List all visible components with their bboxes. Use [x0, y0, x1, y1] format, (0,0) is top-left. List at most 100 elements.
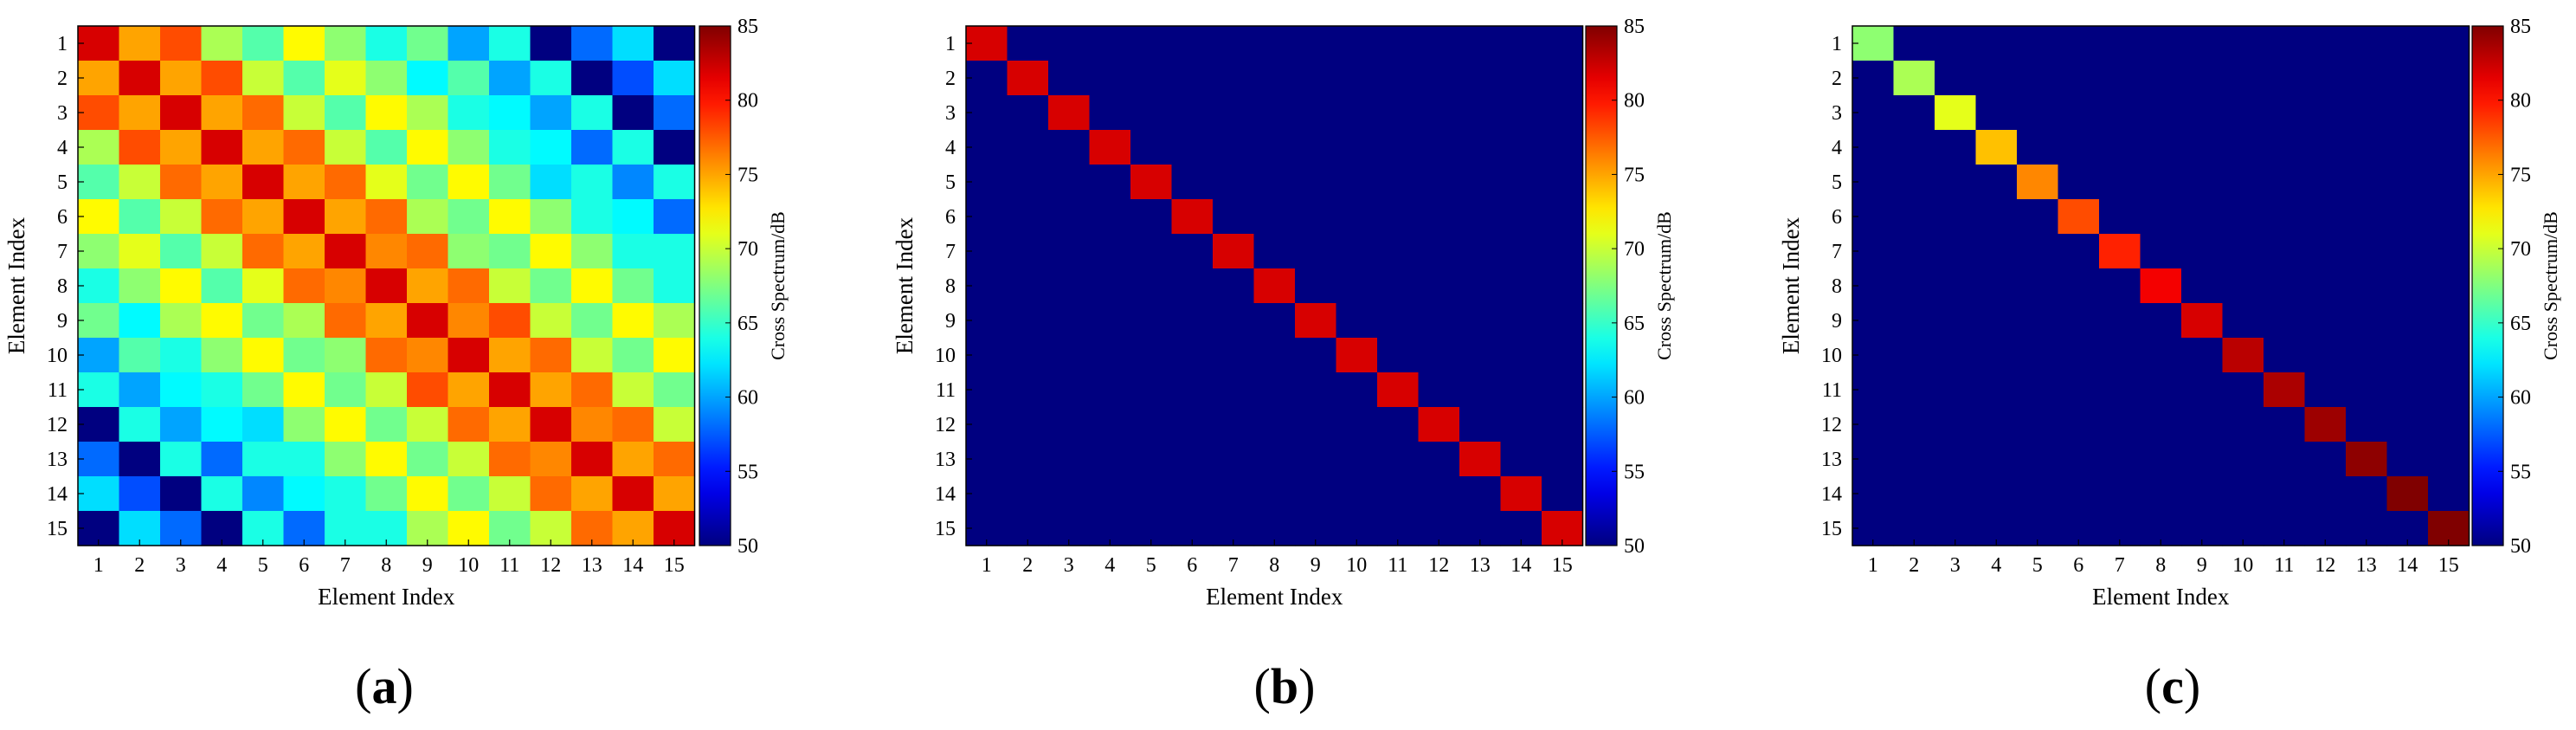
heatmap-cell [1007, 130, 1049, 165]
y-tick-label: 1 [1832, 33, 1842, 55]
heatmap-cell [2058, 26, 2100, 61]
heatmap-cell [1377, 61, 1420, 96]
heatmap-cell [1089, 61, 1131, 96]
heatmap-cell [1130, 234, 1173, 269]
heatmap-cell [654, 338, 696, 373]
heatmap-cell [1048, 199, 1091, 235]
x-tick-label: 14 [2397, 554, 2418, 577]
heatmap-cell [1893, 442, 1935, 477]
heatmap-cell [571, 476, 614, 512]
x-tick-label: 13 [582, 554, 602, 577]
heatmap-cell [2304, 165, 2347, 200]
heatmap-cell [2222, 199, 2264, 235]
heatmap-cell [1852, 95, 1895, 131]
heatmap-cell [2264, 165, 2306, 200]
heatmap-cell [571, 61, 614, 96]
heatmap-cell [1048, 26, 1091, 61]
heatmap-cell [2017, 303, 2059, 339]
heatmap-cell [1171, 95, 1214, 131]
heatmap-cell [2346, 199, 2388, 235]
panel-label-letter: c [2161, 658, 2184, 714]
heatmap-cell [201, 407, 243, 443]
heatmap-cell [654, 407, 696, 443]
heatmap-cell [1935, 303, 1977, 339]
x-axis-title: Element Index [318, 584, 455, 610]
heatmap-cell [365, 234, 408, 269]
heatmap-cell [2386, 234, 2429, 269]
y-tick-label: 7 [57, 241, 68, 263]
heatmap-cell [1336, 165, 1378, 200]
heatmap-cell [160, 234, 203, 269]
heatmap-cell [365, 476, 408, 512]
heatmap-cell [283, 130, 325, 165]
y-tick-label: 2 [945, 68, 956, 90]
heatmap-cell [612, 372, 654, 408]
heatmap-cell [365, 303, 408, 339]
heatmap-cell [2346, 268, 2388, 304]
heatmap-cell [365, 407, 408, 443]
heatmap-cell [2058, 61, 2100, 96]
heatmap-cell [530, 442, 572, 477]
heatmap-cell [407, 338, 449, 373]
x-tick-label: 3 [1064, 554, 1074, 577]
heatmap-cell [2140, 442, 2182, 477]
heatmap-cell [1213, 338, 1255, 373]
heatmap-cell [530, 407, 572, 443]
heatmap-cell [1418, 372, 1460, 408]
heatmap-cell [1253, 26, 1296, 61]
heatmap-cell [966, 61, 1008, 96]
colorbar-tick-label: 50 [1624, 535, 1645, 558]
x-tick-label: 7 [340, 554, 351, 577]
heatmap-cell [571, 199, 614, 235]
heatmap-cell [2140, 476, 2182, 512]
heatmap-cell [2099, 372, 2141, 408]
x-tick-label: 12 [1428, 554, 1449, 577]
heatmap-cell [201, 372, 243, 408]
y-tick-label: 8 [945, 275, 956, 298]
heatmap-cell [1500, 130, 1542, 165]
heatmap-cell [489, 26, 531, 61]
heatmap-cell [283, 476, 325, 512]
heatmap-cell [966, 442, 1008, 477]
heatmap-cell [201, 476, 243, 512]
heatmap-cell [2346, 61, 2388, 96]
heatmap-cell [201, 268, 243, 304]
heatmap-cell [966, 130, 1008, 165]
heatmap-cell [2304, 234, 2347, 269]
heatmap-cell [242, 338, 285, 373]
x-tick-label: 2 [134, 554, 145, 577]
heatmap-cell [571, 26, 614, 61]
heatmap-cell [1418, 95, 1460, 131]
heatmap-cell [1089, 442, 1131, 477]
heatmap-cell [325, 130, 367, 165]
heatmap-cell [1975, 338, 2018, 373]
heatmap-cell [2222, 26, 2264, 61]
heatmap-cell [2428, 199, 2470, 235]
heatmap-cell [160, 61, 203, 96]
heatmap-cell [1130, 442, 1173, 477]
heatmap-cell [1852, 476, 1895, 512]
heatmap-cell [1852, 268, 1895, 304]
panel-label: (b) [1254, 658, 1316, 714]
heatmap-cell [1336, 442, 1378, 477]
heatmap-cell [1089, 95, 1131, 131]
heatmap-cell [1852, 61, 1895, 96]
heatmap-cell [612, 268, 654, 304]
x-tick-label: 5 [1146, 554, 1156, 577]
heatmap-cell [1418, 268, 1460, 304]
x-tick-label: 1 [93, 554, 104, 577]
heatmap-cell [612, 199, 654, 235]
heatmap-cell [2222, 372, 2264, 408]
heatmap-cell [448, 372, 490, 408]
heatmap-cell [612, 26, 654, 61]
heatmap-cell [1253, 476, 1296, 512]
heatmap-cell [1213, 476, 1255, 512]
heatmap-cell [1893, 165, 1935, 200]
y-tick-label: 10 [47, 345, 68, 367]
heatmap-cell [2304, 407, 2347, 443]
heatmap-cell [1377, 130, 1420, 165]
heatmap-cell [407, 476, 449, 512]
heatmap-cell [242, 95, 285, 131]
heatmap-cell [1130, 372, 1173, 408]
heatmap-cell [1130, 95, 1173, 131]
